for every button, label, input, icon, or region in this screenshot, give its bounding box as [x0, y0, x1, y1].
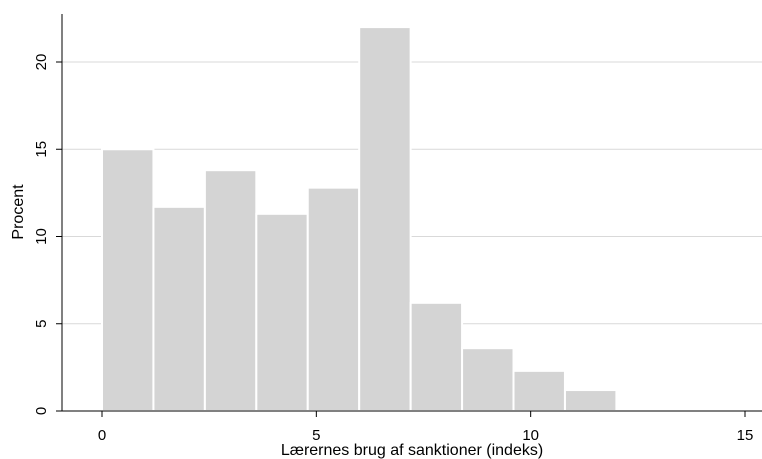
y-tick-label: 20 [33, 54, 50, 71]
x-tick-label: 5 [312, 427, 320, 444]
histogram-bar [409, 301, 464, 412]
histogram-bar [512, 369, 566, 412]
y-tick-label: 5 [33, 320, 50, 328]
y-axis-title: Procent [10, 184, 27, 240]
y-tick-label: 15 [33, 141, 50, 158]
histogram-bar [306, 186, 361, 412]
x-tick-label: 10 [522, 427, 539, 444]
y-tick-label: 10 [33, 228, 50, 245]
x-axis-title: Lærernes brug af sanktioner (indeks) [281, 442, 543, 459]
histogram-bar [461, 347, 515, 412]
x-tick-label: 15 [737, 427, 754, 444]
y-axis-ticks: 0 5 10 15 20 [33, 54, 62, 415]
histogram-bar [203, 169, 258, 412]
histogram-bar [255, 212, 309, 412]
histogram-bar [563, 389, 618, 412]
axes [61, 14, 762, 412]
x-axis-ticks: 0 5 10 15 [98, 411, 754, 444]
histogram-bars [101, 26, 618, 412]
x-tick-label: 0 [98, 427, 106, 444]
histogram-bar [101, 148, 155, 412]
histogram-bar [358, 26, 412, 412]
y-tick-label: 0 [33, 407, 50, 415]
histogram-bar [152, 205, 206, 412]
